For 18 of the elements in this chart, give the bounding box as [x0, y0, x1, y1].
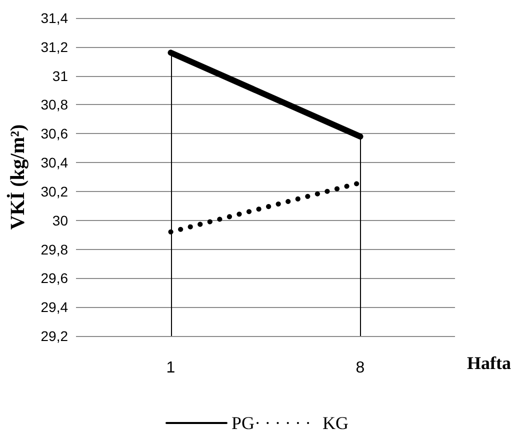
x-tick-label: 8	[356, 360, 365, 376]
y-tick-label: 29,4	[40, 299, 68, 316]
y-tick-label: 29,2	[40, 328, 68, 344]
y-tick-label: 30,6	[40, 126, 68, 142]
y-tick-label: 29,8	[40, 241, 68, 258]
x-axis-title: Hafta	[467, 353, 512, 373]
y-axis-title: VKİ (kg/m²)	[6, 124, 29, 230]
y-tick-label: 31	[52, 68, 68, 84]
y-tick-label: 30,4	[40, 154, 68, 171]
y-tick-label: 29,6	[40, 270, 68, 286]
y-tick-label: 30,2	[40, 183, 68, 200]
x-tick-label: 1	[166, 360, 176, 376]
legend-label: PG	[231, 413, 255, 433]
y-tick-label: 30	[52, 212, 68, 228]
y-tick-label: 31,4	[40, 10, 68, 26]
y-tick-label: 31,2	[40, 38, 68, 55]
legend-label: KG	[322, 413, 349, 433]
y-tick-label: 30,8	[40, 96, 68, 113]
